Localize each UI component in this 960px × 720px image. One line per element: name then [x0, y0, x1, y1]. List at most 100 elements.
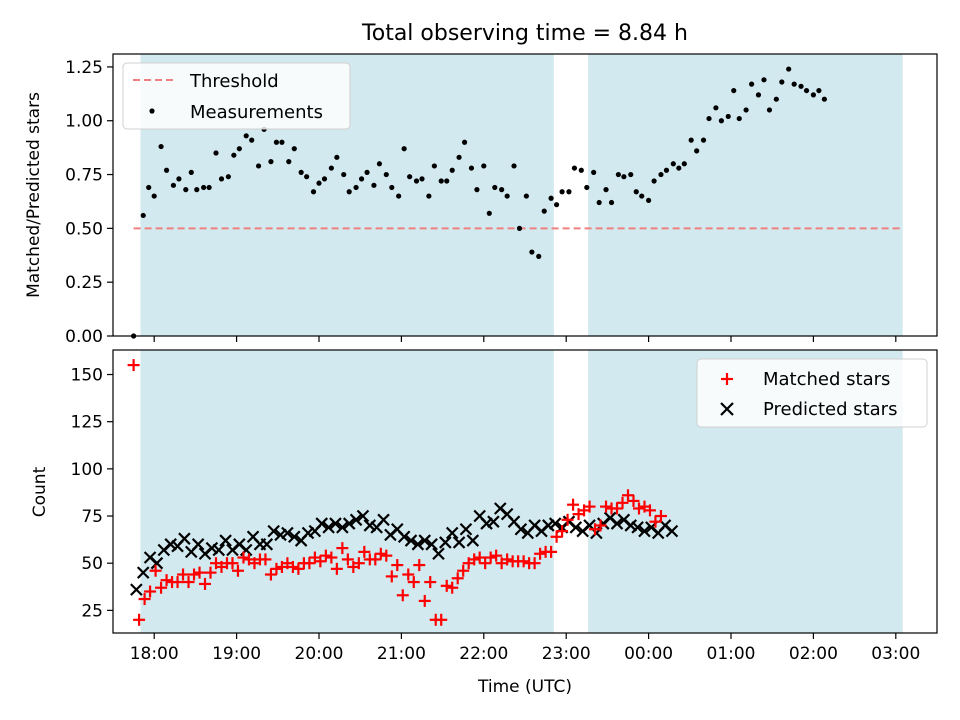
measurement-point	[816, 87, 822, 94]
matched-star-point	[149, 564, 162, 577]
measurement-point	[419, 176, 425, 182]
measurement-point	[559, 189, 565, 195]
matched-star-point	[484, 551, 497, 564]
matched-star-point	[352, 557, 365, 570]
matched-star-point	[407, 576, 420, 589]
bottom-legend-box	[696, 358, 928, 428]
measurement-point	[225, 174, 231, 180]
matched-star-point	[545, 545, 558, 558]
measurement-point	[584, 184, 590, 191]
measurement-point	[383, 171, 389, 178]
measurement-point	[407, 174, 413, 180]
matched-star-point	[204, 566, 217, 579]
measurement-point	[474, 187, 480, 193]
measurement-point	[194, 187, 200, 193]
matched-star-point	[292, 562, 305, 575]
measurement-point	[706, 115, 712, 122]
bottom-ylabel: Count	[30, 466, 50, 517]
matched-star-point	[319, 549, 332, 562]
matched-star-point	[473, 551, 486, 564]
xtick-label: 19:00	[212, 644, 261, 664]
xtick-label: 03:00	[871, 644, 920, 664]
measurement-point	[791, 81, 797, 87]
measurement-point	[213, 150, 219, 156]
predicted-star-point	[548, 517, 562, 530]
measurement-point	[468, 165, 475, 171]
xtick-label: 21:00	[377, 644, 426, 664]
predicted-star-point	[665, 524, 679, 538]
matched-star-point	[600, 500, 613, 513]
bottom-ytick-label: 100	[71, 460, 103, 480]
matched-star-point	[451, 572, 464, 585]
measurement-point	[231, 152, 237, 158]
measurement-point	[444, 178, 450, 184]
predicted-star-point	[569, 521, 583, 534]
measurement-point	[492, 184, 498, 191]
legend-matched-label: Matched stars	[763, 369, 890, 390]
predicted-star-point	[191, 538, 205, 551]
matched-star-point	[583, 500, 596, 513]
top-ytick-label: 0.75	[65, 166, 103, 186]
x-axis-label: Time (UTC)	[477, 677, 572, 697]
xtick-label: 23:00	[542, 644, 591, 664]
measurement-point	[438, 178, 444, 184]
measurement-point	[761, 77, 767, 83]
measurement-point	[786, 66, 792, 72]
matched-star-point	[193, 566, 206, 579]
top-shade-band-2	[588, 54, 903, 336]
xtick-label: 01:00	[707, 644, 756, 664]
measurement-point	[321, 176, 328, 182]
predicted-star-point	[329, 517, 342, 530]
matched-star-point	[358, 545, 371, 558]
measurement-point	[316, 180, 322, 186]
matched-star-point	[237, 551, 250, 564]
legend-predicted-swatch	[720, 402, 734, 416]
predicted-star-point	[322, 521, 335, 534]
top-ytick-label: 0.50	[65, 219, 103, 239]
measurement-point	[461, 139, 468, 145]
measurement-point	[651, 178, 657, 184]
measurement-point	[773, 96, 779, 102]
predicted-star-point	[260, 538, 274, 551]
measurement-point	[481, 163, 487, 169]
predicted-stars-points	[130, 502, 679, 596]
predicted-star-point	[267, 524, 280, 538]
measurement-point	[504, 193, 510, 199]
xtick-label: 02:00	[789, 644, 838, 664]
measurement-point	[249, 137, 255, 143]
matched-star-point	[418, 594, 431, 607]
matched-star-point	[264, 568, 277, 581]
legend-predicted-label: Predicted stars	[763, 399, 897, 420]
measurement-point	[511, 163, 517, 169]
measurement-point	[413, 178, 420, 184]
predicted-star-point	[610, 517, 624, 530]
measurement-point	[529, 249, 535, 255]
bottom-panel: 25 50 75 100 125 150 18:00 19:00 20:00 21:00 22:0…	[30, 349, 938, 697]
matched-star-point	[160, 574, 173, 587]
bottom-y-ticks: 25 50 75 100 125 150	[71, 366, 113, 621]
measurement-point	[341, 171, 347, 178]
measurement-point	[516, 225, 523, 231]
bottom-ytick-label: 50	[81, 554, 103, 574]
measurement-point	[236, 146, 242, 152]
measurement-point	[431, 163, 437, 169]
predicted-star-point	[445, 526, 459, 540]
measurement-point	[670, 161, 676, 167]
matched-star-point	[654, 510, 667, 523]
measurement-point	[810, 92, 817, 98]
matched-star-point	[155, 581, 168, 594]
measurement-point	[218, 176, 225, 182]
predicted-star-point	[342, 517, 356, 530]
matched-star-point	[341, 553, 354, 566]
measurement-point	[700, 137, 707, 143]
matched-star-point	[314, 555, 327, 568]
bottom-ytick-label: 25	[81, 601, 103, 621]
matched-star-point	[330, 562, 343, 575]
matched-star-point	[336, 542, 349, 555]
top-y-ticks: 0.00 0.25 0.50 0.75 1.00 1.25	[65, 58, 113, 347]
predicted-star-point	[404, 534, 418, 547]
measurement-point	[279, 139, 285, 145]
matched-star-point	[391, 559, 404, 572]
xtick-label: 18:00	[130, 644, 179, 664]
measurement-point	[188, 169, 194, 175]
